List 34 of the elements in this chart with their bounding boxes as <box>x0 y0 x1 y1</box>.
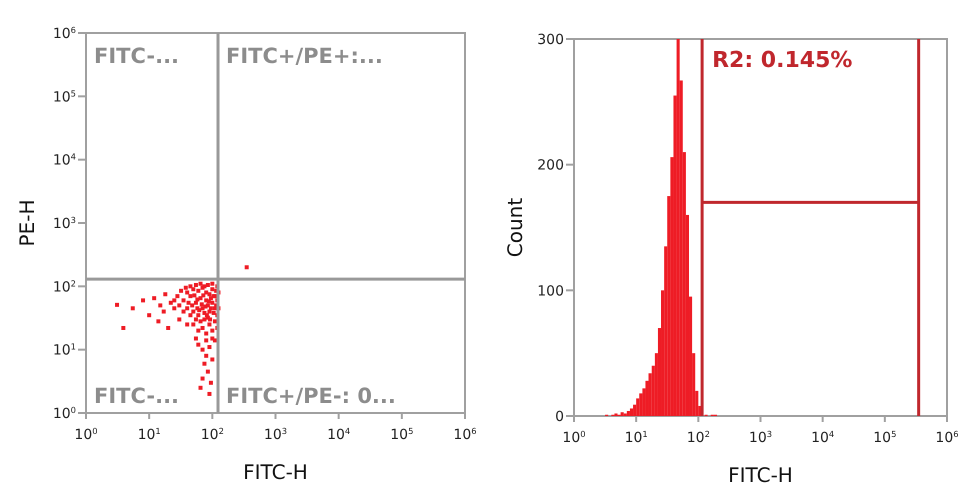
x-tick-label: 10$^{1}$ <box>624 429 648 446</box>
y-axis-title: PE-H <box>15 200 39 246</box>
y-tick-label: 10$^{3}$ <box>52 215 76 232</box>
x-tick-label: 10$^{0}$ <box>74 426 98 443</box>
y-tick-label: 10$^{6}$ <box>52 25 76 42</box>
x-tick-label: 10$^{4}$ <box>811 429 834 446</box>
y-tick-label: 200 <box>537 158 564 174</box>
x-tick-label: 10$^{6}$ <box>453 426 477 443</box>
y-tick-label: 0 <box>555 409 564 425</box>
x-tick-label: 10$^{5}$ <box>873 429 896 446</box>
y-tick-label: 300 <box>537 32 564 48</box>
x-tick-label: 10$^{3}$ <box>748 429 772 446</box>
x-tick-label: 10$^{2}$ <box>200 426 224 443</box>
y-tick-label: 10$^{2}$ <box>52 278 76 296</box>
annotation: R2: 0.145% <box>712 48 852 73</box>
y-tick-label: 10$^{4}$ <box>52 152 76 169</box>
annotation: FITC-... <box>94 384 180 408</box>
x-tick-label: 10$^{4}$ <box>327 426 350 443</box>
y-tick-label: 100 <box>537 283 564 300</box>
annotation: FITC-... <box>94 44 180 68</box>
y-tick-label: 10$^{0}$ <box>52 405 76 422</box>
x-tick-label: 10$^{1}$ <box>138 426 161 443</box>
x-axis-title: FITC-H <box>243 460 308 484</box>
x-tick-label: 10$^{3}$ <box>264 426 288 443</box>
x-tick-label: 10$^{0}$ <box>562 429 586 446</box>
x-tick-label: 10$^{2}$ <box>686 429 710 446</box>
x-tick-label: 10$^{5}$ <box>390 426 414 443</box>
x-tick-label: 10$^{6}$ <box>935 429 959 446</box>
x-axis-title: FITC-H <box>728 463 793 487</box>
y-tick-label: 10$^{1}$ <box>52 342 76 359</box>
y-axis-title: Count <box>503 198 527 258</box>
annotation: FITC+/PE+:... <box>226 44 383 68</box>
y-tick-label: 10$^{5}$ <box>52 88 76 106</box>
annotation: FITC+/PE-: 0... <box>226 384 396 408</box>
